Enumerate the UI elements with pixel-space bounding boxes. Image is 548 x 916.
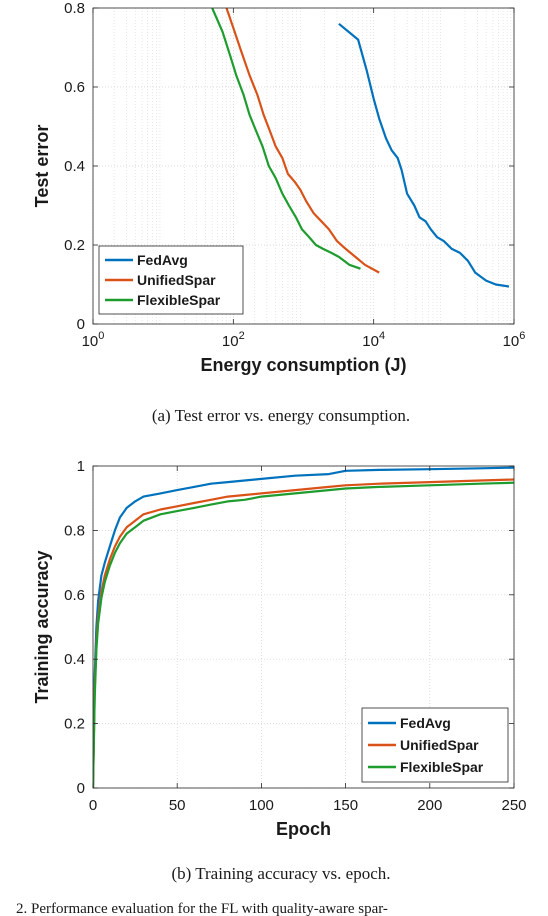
figure-footer-text: 2. Performance evaluation for the FL wit…	[16, 901, 388, 916]
legend: FedAvg UnifiedSpar FlexibleSpar	[361, 707, 509, 783]
series-line-flexiblespar	[211, 8, 361, 270]
y-tick-label: 0.4	[64, 651, 85, 668]
legend-entry-fedavg: FedAvg	[400, 715, 451, 731]
legend-entry-unifiedspar: UnifiedSpar	[400, 737, 479, 753]
y-tick-label: 0.2	[64, 237, 85, 254]
y-tick-label: 0.6	[64, 587, 85, 604]
y-axis-label: Test error	[32, 125, 52, 208]
y-tick-label: 0.6	[64, 79, 85, 96]
series-line-unifiedspar	[225, 8, 380, 274]
x-axis-label: Energy consumption (J)	[200, 355, 406, 375]
y-tick-label: 1	[77, 458, 85, 475]
y-tick-label: 0.8	[64, 522, 85, 539]
series-line-flexiblespar	[93, 481, 514, 788]
y-tick-label: 0	[77, 780, 85, 797]
x-tick-label: 0	[89, 797, 97, 814]
x-tick-label: 150	[333, 797, 358, 814]
y-axis-label: Training accuracy	[32, 550, 52, 703]
chart-b: 0 0.2 0.4 0.6 0.8 1 0 50 100 150 200 250 Epoch Traini…	[32, 458, 527, 839]
caption-a: (a) Test error vs. energy consumption.	[152, 406, 410, 425]
legend: FedAvg UnifiedSpar FlexibleSpar	[98, 245, 244, 315]
legend-entry-flexiblespar: FlexibleSpar	[400, 759, 484, 775]
x-tick-label: 250	[501, 797, 526, 814]
x-tick-label: 104	[362, 330, 385, 350]
x-tick-label: 100	[249, 797, 274, 814]
x-tick-label: 102	[222, 330, 245, 350]
x-axis-label: Epoch	[276, 819, 331, 839]
x-tick-label: 100	[82, 330, 105, 350]
y-tick-label: 0.2	[64, 716, 85, 733]
series-group	[93, 466, 514, 788]
x-tick-label: 200	[417, 797, 442, 814]
series-line-unifiedspar	[93, 478, 514, 788]
axes-frame	[92, 465, 515, 789]
legend-entry-unifiedspar: UnifiedSpar	[137, 272, 216, 288]
series-group	[211, 8, 510, 288]
y-tick-label: 0.8	[64, 0, 85, 17]
series-line-fedavg	[93, 466, 514, 788]
caption-b: (b) Training accuracy vs. epoch.	[171, 864, 390, 883]
series-line-fedavg	[338, 22, 510, 288]
x-tick-label: 106	[503, 330, 526, 350]
chart-a: 0 0.2 0.4 0.6 0.8 100 102 104 106 Energy consumpt…	[32, 0, 525, 375]
legend-entry-fedavg: FedAvg	[137, 252, 188, 268]
y-tick-label: 0.4	[64, 158, 85, 175]
legend-entry-flexiblespar: FlexibleSpar	[137, 292, 221, 308]
y-tick-label: 0	[77, 316, 85, 333]
x-tick-label: 50	[169, 797, 186, 814]
